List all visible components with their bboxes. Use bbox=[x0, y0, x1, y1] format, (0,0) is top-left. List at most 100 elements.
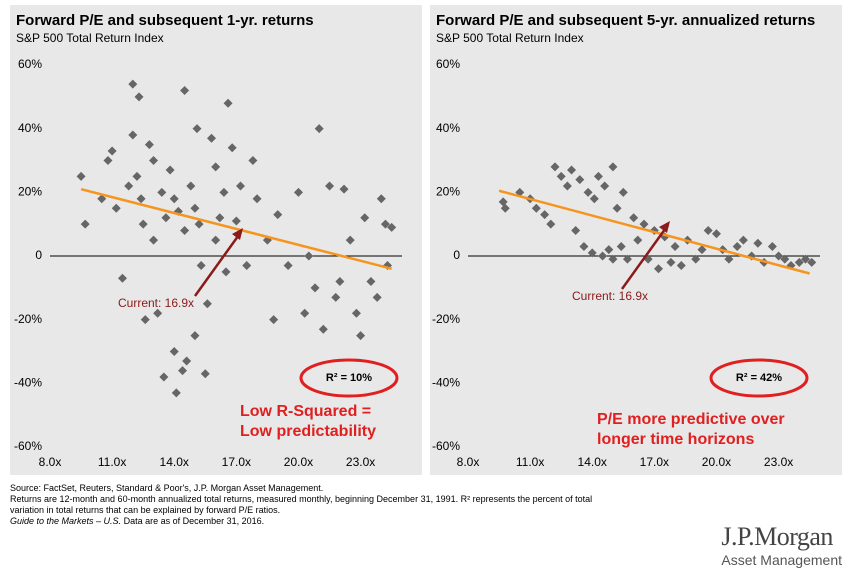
callout: longer time horizons bbox=[597, 431, 754, 448]
point bbox=[676, 261, 686, 271]
point bbox=[691, 254, 701, 264]
point bbox=[117, 273, 127, 283]
point bbox=[190, 203, 200, 213]
point bbox=[339, 184, 349, 194]
date-note: Data are as of December 31, 2016. bbox=[121, 516, 265, 526]
y-tick-label: -60% bbox=[14, 439, 42, 453]
point bbox=[211, 162, 221, 172]
point bbox=[161, 213, 171, 223]
point bbox=[169, 347, 179, 356]
point bbox=[219, 187, 229, 197]
current-arrow bbox=[193, 231, 243, 297]
y-tick-label: 60% bbox=[436, 57, 460, 71]
point bbox=[711, 229, 721, 239]
y-tick-label: -20% bbox=[14, 312, 42, 326]
point bbox=[186, 181, 196, 191]
current-arrow bbox=[620, 224, 670, 290]
point bbox=[531, 203, 541, 213]
point bbox=[304, 251, 314, 261]
point bbox=[180, 226, 190, 236]
footer-line: Returns are 12-month and 60-month annual… bbox=[10, 494, 593, 504]
point bbox=[248, 156, 258, 165]
point bbox=[200, 369, 210, 379]
point bbox=[387, 222, 397, 232]
point bbox=[366, 276, 376, 286]
point bbox=[128, 130, 138, 140]
point bbox=[653, 264, 663, 274]
point bbox=[190, 331, 200, 341]
point bbox=[144, 140, 154, 150]
x-tick-label: 11.0x bbox=[516, 455, 544, 469]
x-tick-label: 8.0x bbox=[39, 455, 62, 469]
y-tick-label: 40% bbox=[18, 121, 42, 135]
point bbox=[616, 241, 626, 251]
chart-subtitle: S&P 500 Total Return Index bbox=[436, 31, 584, 45]
point bbox=[76, 171, 86, 181]
x-tick-label: 17.0x bbox=[640, 455, 669, 469]
point bbox=[703, 226, 713, 236]
point bbox=[149, 156, 159, 165]
footer-line: Source: FactSet, Reuters, Standard & Poo… bbox=[10, 483, 324, 493]
point bbox=[227, 143, 237, 153]
point bbox=[540, 210, 550, 220]
point bbox=[589, 194, 599, 204]
point bbox=[159, 372, 169, 382]
charts: Forward P/E and subsequent 1-yr. returns… bbox=[10, 5, 842, 475]
point bbox=[283, 261, 293, 271]
r-squared-ring bbox=[299, 358, 399, 398]
x-tick-label: 23.0x bbox=[346, 455, 375, 469]
point bbox=[774, 251, 784, 261]
footer-line: variation in total returns that can be e… bbox=[10, 505, 281, 515]
point bbox=[608, 162, 618, 172]
point bbox=[180, 85, 190, 95]
point bbox=[310, 283, 320, 293]
point bbox=[273, 210, 283, 220]
point bbox=[807, 257, 817, 267]
point bbox=[629, 213, 639, 223]
point bbox=[111, 203, 121, 213]
x-tick-label: 14.0x bbox=[160, 455, 189, 469]
y-tick-label: 20% bbox=[436, 185, 460, 199]
point bbox=[500, 203, 510, 213]
point bbox=[169, 194, 179, 204]
guide: Guide to the Markets – U.S. bbox=[10, 516, 122, 526]
arrow-head bbox=[659, 221, 670, 233]
x-tick-label: 17.0x bbox=[222, 455, 251, 469]
y-tick-label: -40% bbox=[432, 376, 460, 390]
point bbox=[97, 194, 107, 204]
point bbox=[318, 324, 328, 334]
point bbox=[178, 366, 188, 376]
arrow-head bbox=[232, 228, 243, 240]
point bbox=[215, 213, 225, 223]
point bbox=[360, 213, 370, 223]
point bbox=[235, 181, 245, 191]
point bbox=[223, 98, 233, 108]
chart-subtitle: S&P 500 Total Return Index bbox=[16, 31, 164, 45]
point bbox=[252, 194, 262, 204]
callout: P/E more predictive over bbox=[597, 411, 785, 428]
y-tick-label: 0 bbox=[35, 248, 42, 262]
point bbox=[562, 181, 572, 191]
y-tick-label: 0 bbox=[453, 248, 460, 262]
point bbox=[335, 276, 345, 286]
point bbox=[134, 92, 144, 102]
point bbox=[666, 257, 676, 267]
x-tick-label: 23.0x bbox=[764, 455, 793, 469]
x-tick-label: 8.0x bbox=[457, 455, 480, 469]
y-tick-label: -20% bbox=[432, 312, 460, 326]
footer-line: Guide to the Markets – U.S. Data are as … bbox=[10, 516, 592, 527]
point bbox=[550, 162, 560, 172]
point bbox=[622, 254, 632, 264]
point bbox=[132, 171, 142, 181]
point bbox=[103, 156, 113, 165]
point bbox=[670, 241, 680, 251]
point bbox=[165, 165, 175, 175]
point bbox=[221, 267, 231, 277]
logo-tagline: Asset Management bbox=[721, 552, 842, 568]
point bbox=[207, 133, 217, 143]
x-tick-label: 14.0x bbox=[578, 455, 607, 469]
point bbox=[556, 171, 566, 181]
y-tick-label: -40% bbox=[14, 376, 42, 390]
point bbox=[546, 219, 556, 229]
trend-line bbox=[80, 187, 392, 270]
